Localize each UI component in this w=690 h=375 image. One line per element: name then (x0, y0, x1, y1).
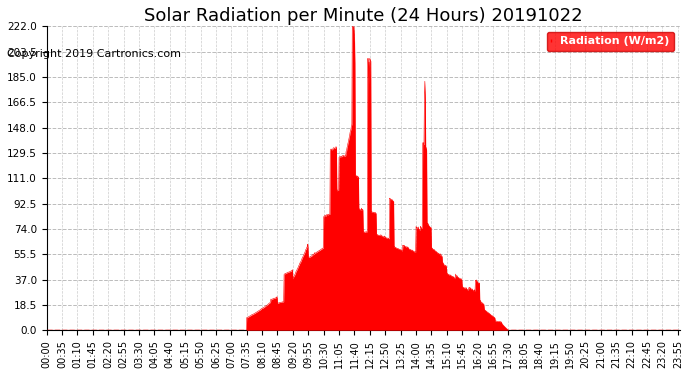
Legend: Radiation (W/m2): Radiation (W/m2) (547, 32, 674, 51)
Text: Copyright 2019 Cartronics.com: Copyright 2019 Cartronics.com (7, 49, 181, 59)
Title: Solar Radiation per Minute (24 Hours) 20191022: Solar Radiation per Minute (24 Hours) 20… (144, 7, 582, 25)
